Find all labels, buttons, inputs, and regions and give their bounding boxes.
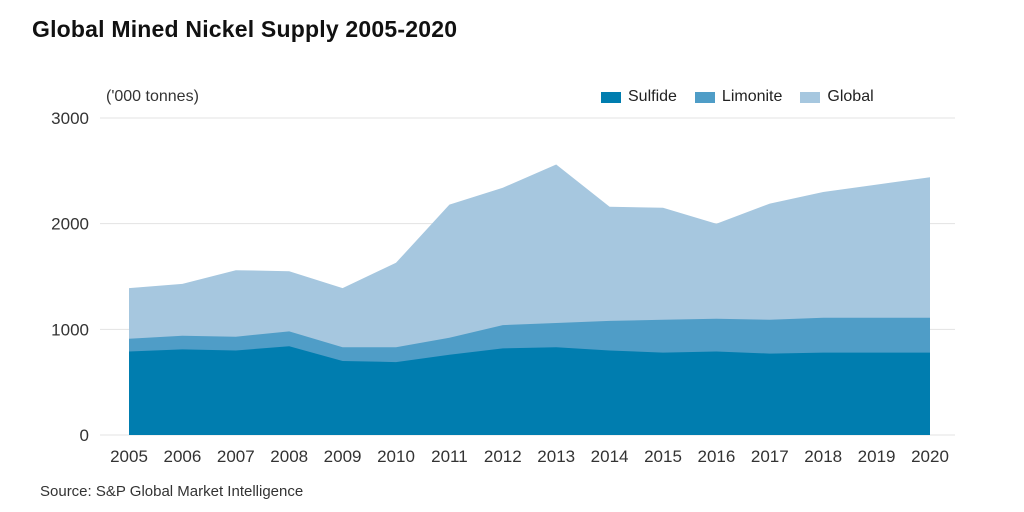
legend: Sulfide Limonite Global <box>601 88 874 106</box>
x-tick-label: 2007 <box>217 447 255 466</box>
x-tick-label: 2015 <box>644 447 682 466</box>
x-tick-label: 2009 <box>324 447 362 466</box>
source-note: Source: S&P Global Market Intelligence <box>40 483 304 500</box>
x-tick-label: 2011 <box>431 447 468 466</box>
x-tick-label: 2010 <box>377 447 415 466</box>
legend-item-global: Global <box>800 88 874 106</box>
x-axis-ticks: 2005 2006 2007 2008 2009 2010 2011 2012 2013 2014… <box>110 447 949 466</box>
legend-label-limonite: Limonite <box>721 88 783 105</box>
x-tick-label: 2012 <box>484 447 522 466</box>
legend-item-sulfide: Sulfide <box>601 88 677 106</box>
y-tick-label: 2000 <box>51 215 89 234</box>
y-axis-unit-label: ('000 tonnes) <box>106 88 199 105</box>
x-tick-label: 2018 <box>804 447 842 466</box>
chart-title: Global Mined Nickel Supply 2005-2020 <box>32 16 458 42</box>
x-tick-label: 2017 <box>751 447 789 466</box>
area-series <box>129 164 930 435</box>
x-tick-label: 2008 <box>270 447 308 466</box>
y-tick-label: 3000 <box>51 109 89 128</box>
x-tick-label: 2013 <box>537 447 575 466</box>
legend-label-sulfide: Sulfide <box>628 88 677 105</box>
legend-item-limonite: Limonite <box>694 88 783 106</box>
y-tick-label: 1000 <box>51 320 89 339</box>
x-tick-label: 2016 <box>697 447 735 466</box>
legend-swatch-limonite <box>694 91 715 103</box>
x-tick-label: 2005 <box>110 447 148 466</box>
x-tick-label: 2006 <box>163 447 201 466</box>
x-tick-label: 2019 <box>858 447 896 466</box>
y-axis-ticks: 0 1000 2000 3000 <box>51 109 89 445</box>
x-tick-label: 2020 <box>911 447 949 466</box>
x-tick-label: 2014 <box>591 447 629 466</box>
area-sulfide <box>129 346 930 435</box>
legend-swatch-sulfide <box>601 91 621 103</box>
y-tick-label: 0 <box>80 426 89 445</box>
legend-label-global: Global <box>827 88 874 105</box>
legend-swatch-global <box>800 91 821 103</box>
